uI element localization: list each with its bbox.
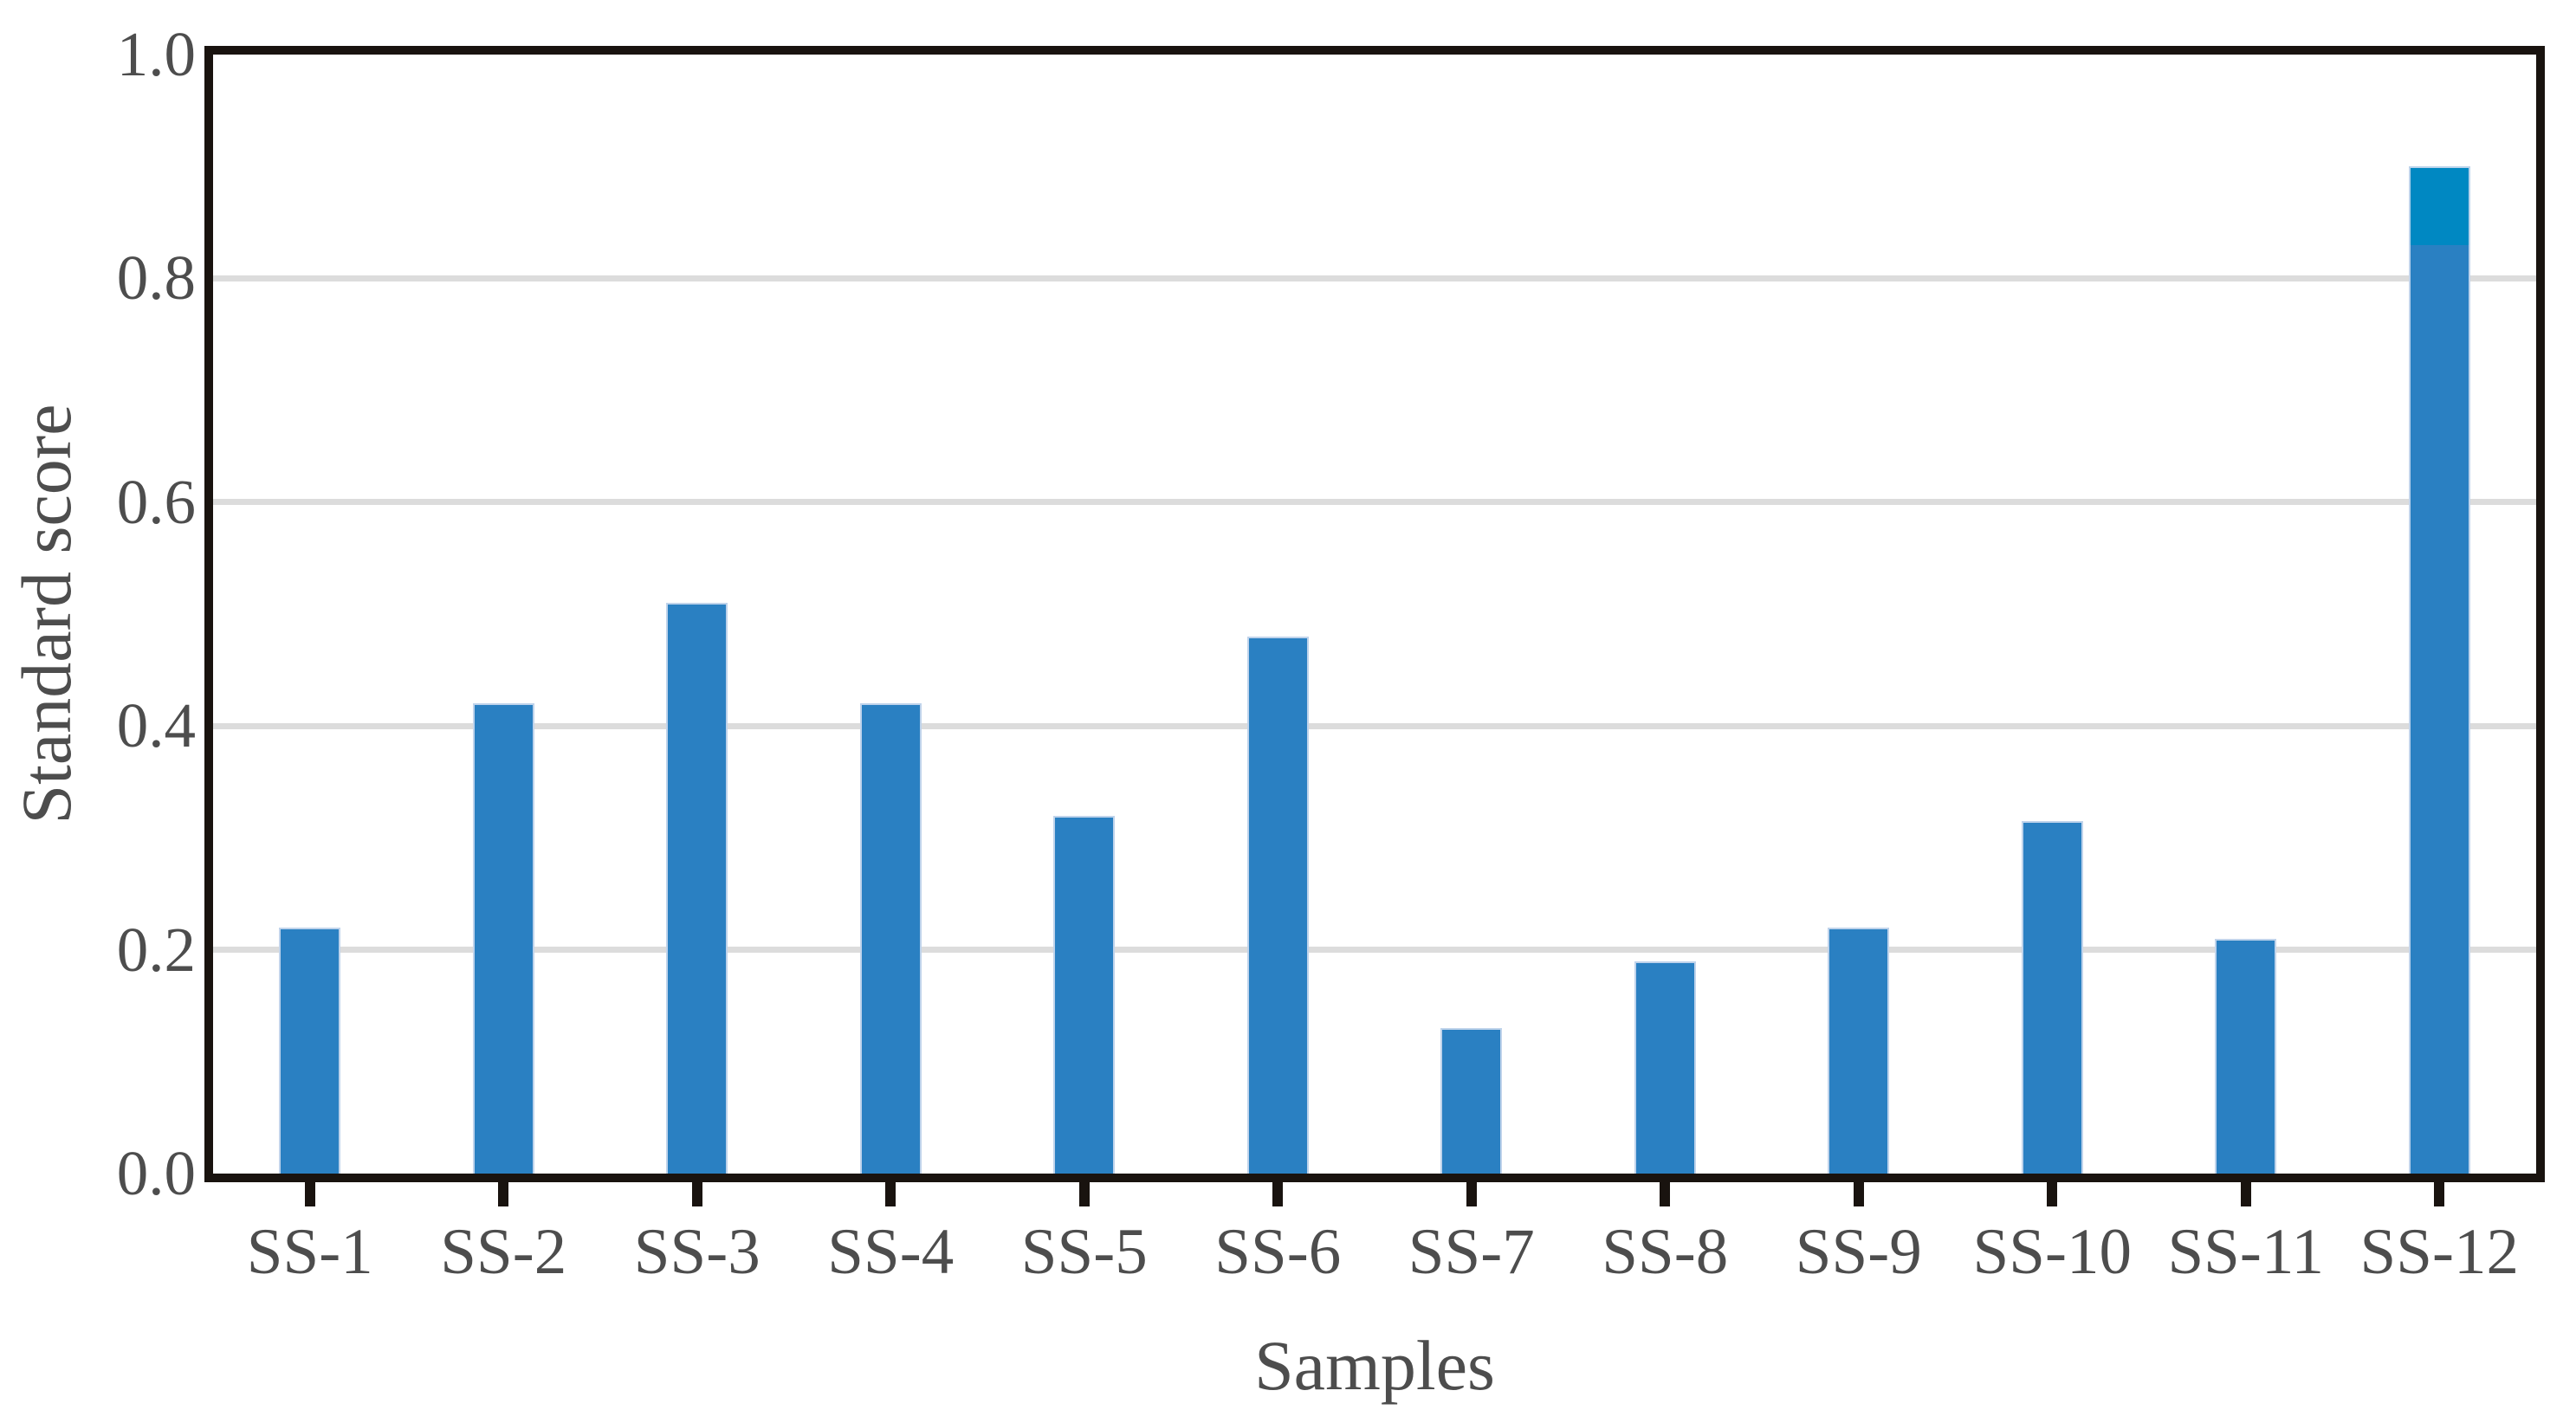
y-tick-label-0.4: 0.4 (116, 690, 196, 761)
x-tick-SS-8 (1660, 1182, 1671, 1206)
bar-SS-12 (2408, 166, 2470, 1174)
y-axis-label: Standard score (7, 404, 86, 825)
plot-area (204, 46, 2545, 1182)
x-tick-SS-9 (1853, 1182, 1864, 1206)
x-tick-SS-10 (2047, 1182, 2058, 1206)
bar-SS-7 (1440, 1028, 1503, 1174)
bar-SS-10 (2021, 821, 2083, 1174)
gridline-0.4 (213, 722, 2536, 729)
x-tick-label-SS-10: SS-10 (1972, 1216, 2132, 1288)
x-tick-SS-3 (691, 1182, 702, 1206)
bar-SS-2 (472, 703, 534, 1174)
x-tick-SS-7 (1466, 1182, 1477, 1206)
x-axis-label: Samples (1254, 1326, 1495, 1405)
x-tick-SS-6 (1272, 1182, 1284, 1206)
x-tick-label-SS-3: SS-3 (633, 1216, 761, 1288)
x-tick-label-SS-6: SS-6 (1214, 1216, 1342, 1288)
y-tick-label-0.0: 0.0 (116, 1138, 196, 1208)
x-tick-SS-5 (1078, 1182, 1090, 1206)
x-tick-label-SS-8: SS-8 (1602, 1216, 1729, 1288)
bar-SS-3 (666, 603, 728, 1174)
bar-SS-11 (2215, 938, 2277, 1174)
bar-SS-9 (1828, 927, 1890, 1174)
y-tick-label-0.2: 0.2 (116, 914, 196, 985)
gridline-0.2 (213, 947, 2536, 954)
bar-SS-6 (1246, 636, 1309, 1174)
x-tick-SS-11 (2240, 1182, 2251, 1206)
y-tick-label-1.0: 1.0 (116, 19, 196, 89)
x-tick-label-SS-12: SS-12 (2359, 1216, 2519, 1288)
x-tick-SS-1 (304, 1182, 315, 1206)
gridline-0.6 (213, 499, 2536, 506)
x-tick-label-SS-4: SS-4 (827, 1216, 955, 1288)
x-tick-label-SS-1: SS-1 (246, 1216, 373, 1288)
x-tick-SS-12 (2434, 1182, 2445, 1206)
x-tick-label-SS-11: SS-11 (2167, 1216, 2325, 1288)
y-tick-label-0.8: 0.8 (116, 243, 196, 314)
x-tick-label-SS-5: SS-5 (1020, 1216, 1148, 1288)
bar-SS-8 (1634, 961, 1696, 1174)
y-tick-label-0.6: 0.6 (116, 466, 196, 537)
x-tick-SS-4 (885, 1182, 896, 1206)
x-tick-label-SS-2: SS-2 (440, 1216, 567, 1288)
bar-SS-4 (859, 703, 922, 1174)
x-tick-SS-2 (498, 1182, 509, 1206)
x-tick-label-SS-9: SS-9 (1795, 1216, 1922, 1288)
x-tick-label-SS-7: SS-7 (1408, 1216, 1535, 1288)
gridline-0.8 (213, 275, 2536, 281)
bar-SS-12-top-segment (2408, 166, 2470, 245)
bar-SS-1 (279, 927, 341, 1174)
bar-SS-5 (1053, 815, 1116, 1174)
